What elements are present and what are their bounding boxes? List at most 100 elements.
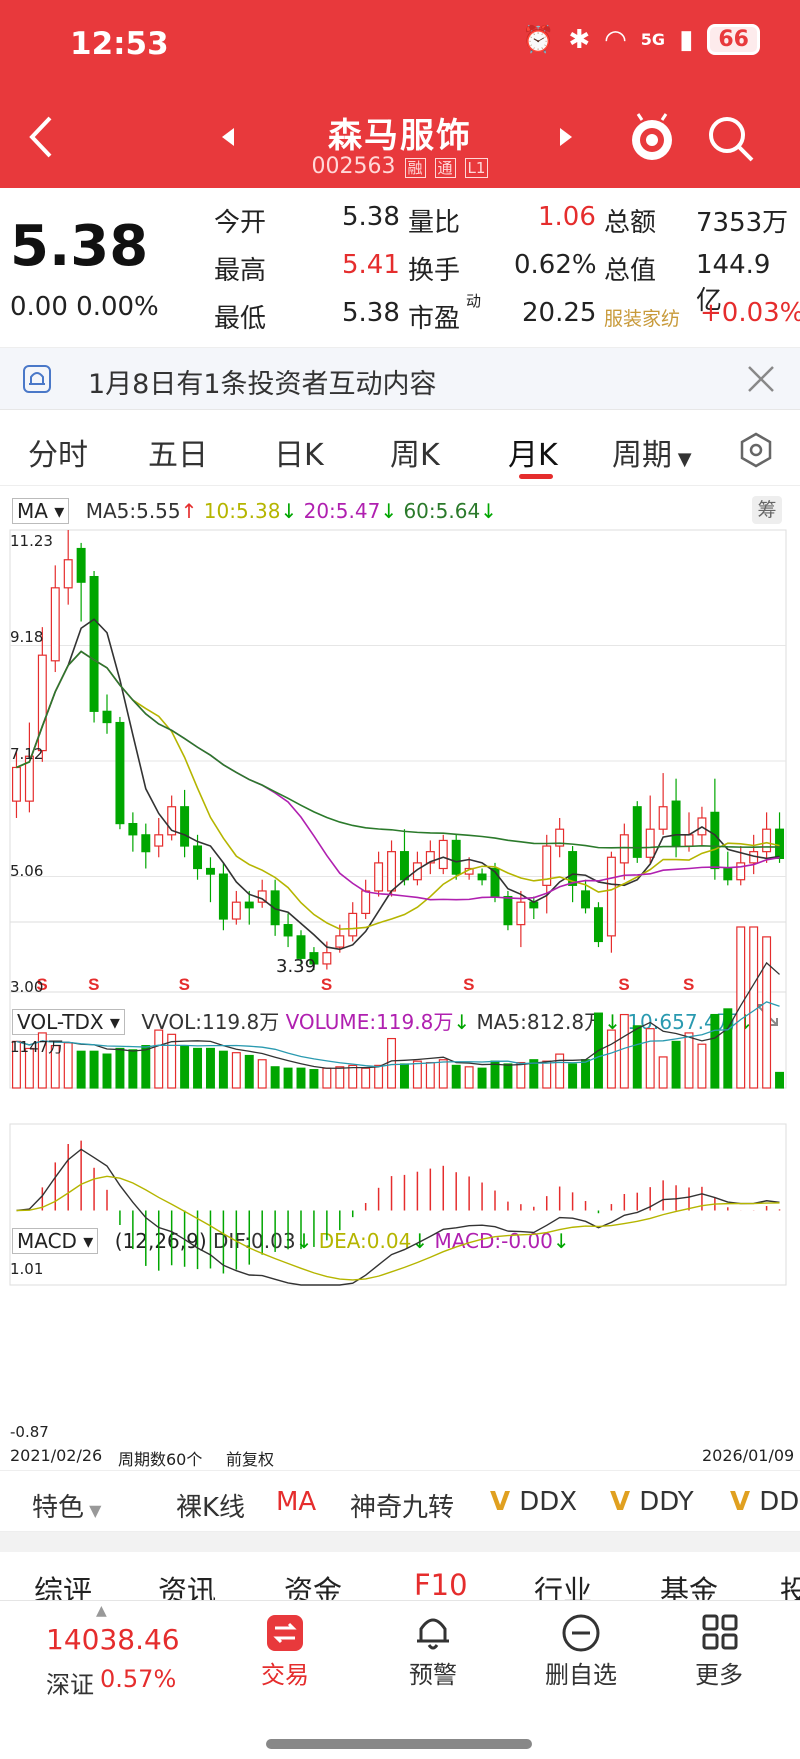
volume-bar — [205, 1047, 215, 1089]
f10-tab-more[interactable]: 投 — [780, 1574, 800, 1608]
ma-legend: MA ▾ MA5:5.55↑ 10:5.38↓ 20:5.47↓ 60:5.64… — [12, 498, 497, 524]
quote-value: 20.25 — [522, 298, 597, 328]
candle-body — [270, 890, 280, 926]
f10-tab-f10[interactable]: F10 — [414, 1568, 468, 1602]
grid-more-icon — [702, 1614, 738, 1650]
macd-selector[interactable]: MACD ▾ — [12, 1228, 99, 1254]
candle-body — [762, 828, 772, 853]
candle-body — [89, 575, 99, 712]
stock-name: 森马服饰 — [328, 116, 472, 156]
home-indicator — [266, 1739, 532, 1749]
tag-connect: 通 — [434, 158, 456, 178]
indicator-ma[interactable]: MA — [276, 1487, 317, 1517]
dea-value: DEA:0.04 — [318, 1229, 412, 1253]
volume-bar — [762, 936, 772, 1089]
back-arrow-icon[interactable] — [26, 112, 56, 162]
indicator-magic-nine[interactable]: 神奇九转 — [350, 1493, 455, 1523]
volume-bar — [115, 1047, 125, 1089]
robot-assistant-icon[interactable] — [628, 112, 676, 164]
tab-period-dropdown[interactable]: 周期 ▼ — [612, 430, 692, 474]
volume-bar — [529, 1059, 539, 1089]
signal-marker-s: S — [618, 975, 629, 994]
volume-axis-top: 1147万 — [10, 1038, 64, 1056]
caret-down-icon: ▼ — [672, 449, 692, 470]
candle-body — [387, 851, 397, 892]
tab-monthly-k[interactable]: 月K — [508, 438, 558, 473]
industry-change: +0.03% — [700, 298, 800, 328]
close-icon[interactable] — [746, 364, 776, 394]
down-arrow-icon: ↓ — [552, 1229, 570, 1253]
quote-row: 今开 5.38 量比 1.06 总额 7353万 — [214, 202, 794, 250]
quote-row: 最低 5.38 市盈 动 20.25 服装家纺 +0.03% — [214, 292, 800, 346]
quote-sup: 动 — [466, 292, 482, 310]
vol-ma5-value: MA5:812.8万 — [476, 1010, 605, 1034]
quote-label: 换手 — [408, 256, 461, 286]
volume-indicator-selector[interactable]: VOL-TDX ▾ — [12, 1009, 125, 1035]
tab-five-day[interactable]: 五日 — [148, 438, 208, 473]
tag-level: L1 — [464, 158, 489, 178]
index-value[interactable]: 14038.46 — [46, 1623, 180, 1656]
quote-row: 最高 5.41 换手 0.62% 总值 144.9亿 — [214, 250, 794, 316]
chart-adjust-mode[interactable]: 前复权 — [226, 1450, 275, 1469]
tab-weekly-k[interactable]: 周K — [390, 438, 440, 473]
candle-body — [619, 834, 629, 864]
settings-hexagon-icon[interactable] — [738, 432, 774, 468]
volume-bar — [555, 1053, 565, 1089]
ma60-value: 60:5.64 — [403, 499, 481, 523]
industry-link[interactable]: 服装家纺 — [604, 308, 681, 330]
next-stock-icon[interactable] — [558, 126, 574, 148]
indicator-naked-k[interactable]: 裸K线 — [176, 1493, 246, 1523]
dea-line — [16, 1175, 780, 1281]
nav-trade-label: 交易 — [261, 1661, 309, 1689]
volume-bar — [270, 1066, 280, 1089]
cellular-label: 5G — [640, 30, 666, 49]
candle-body — [581, 890, 591, 909]
ma10-line — [16, 650, 780, 930]
volume-bar — [335, 1066, 345, 1089]
wifi-icon: ◠ — [604, 24, 627, 55]
prev-stock-icon[interactable] — [220, 126, 236, 148]
candle-body — [348, 912, 358, 937]
candle-body — [568, 851, 578, 886]
search-icon[interactable] — [706, 114, 756, 164]
active-tab-indicator — [519, 474, 553, 479]
volume-bar — [387, 1037, 397, 1089]
kline-chart-area[interactable]: MA ▾ MA5:5.55↑ 10:5.38↓ 20:5.47↓ 60:5.64… — [0, 488, 800, 1469]
down-arrow-icon: ↓ — [453, 1010, 471, 1034]
volume-bar — [128, 1049, 138, 1089]
candle-body — [180, 806, 190, 847]
volume-bar — [296, 1067, 306, 1089]
volume-bar — [516, 1061, 526, 1089]
candle-body — [141, 834, 151, 853]
indicator-ddy[interactable]: V DDY — [610, 1487, 694, 1517]
volume-bar — [723, 1008, 733, 1089]
notice-bar[interactable]: 1月8日有1条投资者互动内容 — [0, 348, 800, 410]
price-axis-top: 11.23 — [10, 532, 53, 550]
signal-marker-s: S — [463, 975, 474, 994]
indicator-ddy-label: DDY — [639, 1487, 694, 1517]
tab-daily-k[interactable]: 日K — [274, 438, 324, 473]
candle-body — [606, 856, 616, 937]
quote-value: 5.41 — [342, 250, 400, 280]
feature-dropdown[interactable]: 特色 ▼ — [32, 1487, 101, 1524]
chip-distribution-button[interactable]: 筹 — [752, 496, 782, 524]
indicator-ddx[interactable]: V DDX — [490, 1487, 577, 1517]
candle-body — [374, 862, 384, 892]
tag-margin: 融 — [404, 158, 426, 178]
ma-selector[interactable]: MA ▾ — [12, 498, 70, 524]
volume-bar — [775, 1071, 785, 1089]
macd-legend: MACD ▾ (12,26,9) DIF:0.03↓ DEA:0.04↓ MAC… — [12, 1228, 570, 1254]
volume-bar — [658, 1056, 668, 1089]
volume-bar — [542, 1060, 552, 1089]
tab-intraday[interactable]: 分时 — [28, 438, 88, 473]
volume-bar — [218, 1050, 228, 1089]
indicator-ddz[interactable]: V DDZ — [730, 1487, 800, 1517]
candle-body — [361, 890, 371, 915]
candle-body — [555, 828, 565, 847]
signal-icon: ▮ — [679, 24, 694, 55]
quote-value: 1.06 — [538, 202, 596, 232]
candle-body — [503, 895, 513, 926]
volume-bar — [697, 1043, 707, 1089]
signal-marker-s: S — [683, 975, 694, 994]
chart-period-count: 周期数60个 — [118, 1450, 203, 1469]
